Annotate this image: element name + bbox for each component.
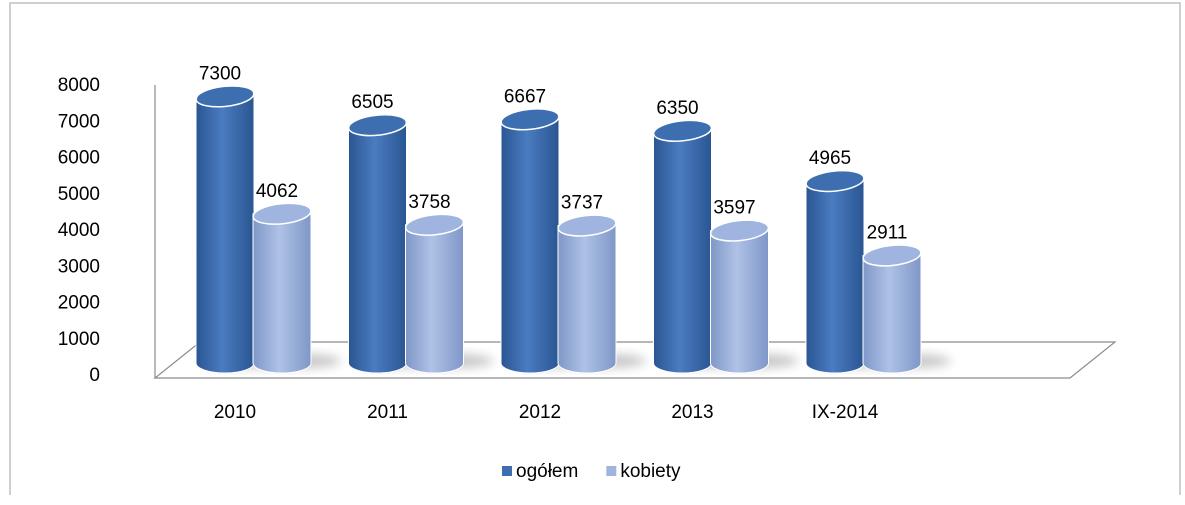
bar xyxy=(805,180,865,374)
bar-top xyxy=(347,114,408,137)
x-tick-label: 2012 xyxy=(519,402,561,423)
bar-top xyxy=(709,219,770,242)
bar xyxy=(862,254,922,374)
bar-top xyxy=(500,108,560,131)
bar xyxy=(252,213,312,374)
data-label: 4965 xyxy=(809,148,851,169)
y-tick-label: 2000 xyxy=(58,293,100,314)
bar-top xyxy=(252,202,312,225)
bar-top xyxy=(805,169,865,193)
data-label: 3737 xyxy=(561,193,603,214)
x-tick-label: 2010 xyxy=(214,402,256,423)
data-label: 4062 xyxy=(256,181,298,202)
chart-frame xyxy=(9,2,1181,495)
data-label: 7300 xyxy=(199,63,241,84)
bar xyxy=(557,225,617,374)
bar xyxy=(500,118,560,374)
y-tick-label: 1000 xyxy=(58,329,100,350)
bar-top xyxy=(652,119,713,142)
legend-label: kobiety xyxy=(620,461,681,482)
data-label: 3758 xyxy=(408,192,450,213)
bar xyxy=(405,224,464,374)
bar-top xyxy=(557,214,617,237)
x-tick-label: IX-2014 xyxy=(812,402,879,423)
y-tick-label: 3000 xyxy=(58,256,100,277)
legend-label: ogółem xyxy=(516,461,578,482)
data-label: 2911 xyxy=(867,222,908,243)
x-tick-label: 2011 xyxy=(367,402,408,423)
bar xyxy=(195,95,255,374)
x-tick-label: 2013 xyxy=(671,402,713,423)
y-tick-label: 7000 xyxy=(58,111,100,132)
data-label: 6350 xyxy=(656,98,698,119)
y-tick-label: 5000 xyxy=(58,184,100,205)
y-tick-label: 8000 xyxy=(58,75,100,96)
y-tick-label: 4000 xyxy=(58,220,100,241)
data-label: 6667 xyxy=(504,86,546,107)
bar xyxy=(710,230,769,374)
legend-swatch xyxy=(502,466,512,476)
bar-top xyxy=(195,85,255,108)
bar xyxy=(653,130,712,374)
legend-swatch xyxy=(606,466,617,476)
bar xyxy=(348,124,407,374)
bar-top xyxy=(404,213,465,236)
y-tick-label: 6000 xyxy=(58,148,100,169)
data-label: 6505 xyxy=(351,92,393,113)
data-label: 3597 xyxy=(713,198,755,219)
y-tick-label: 0 xyxy=(89,365,100,386)
bar-top xyxy=(862,244,922,267)
